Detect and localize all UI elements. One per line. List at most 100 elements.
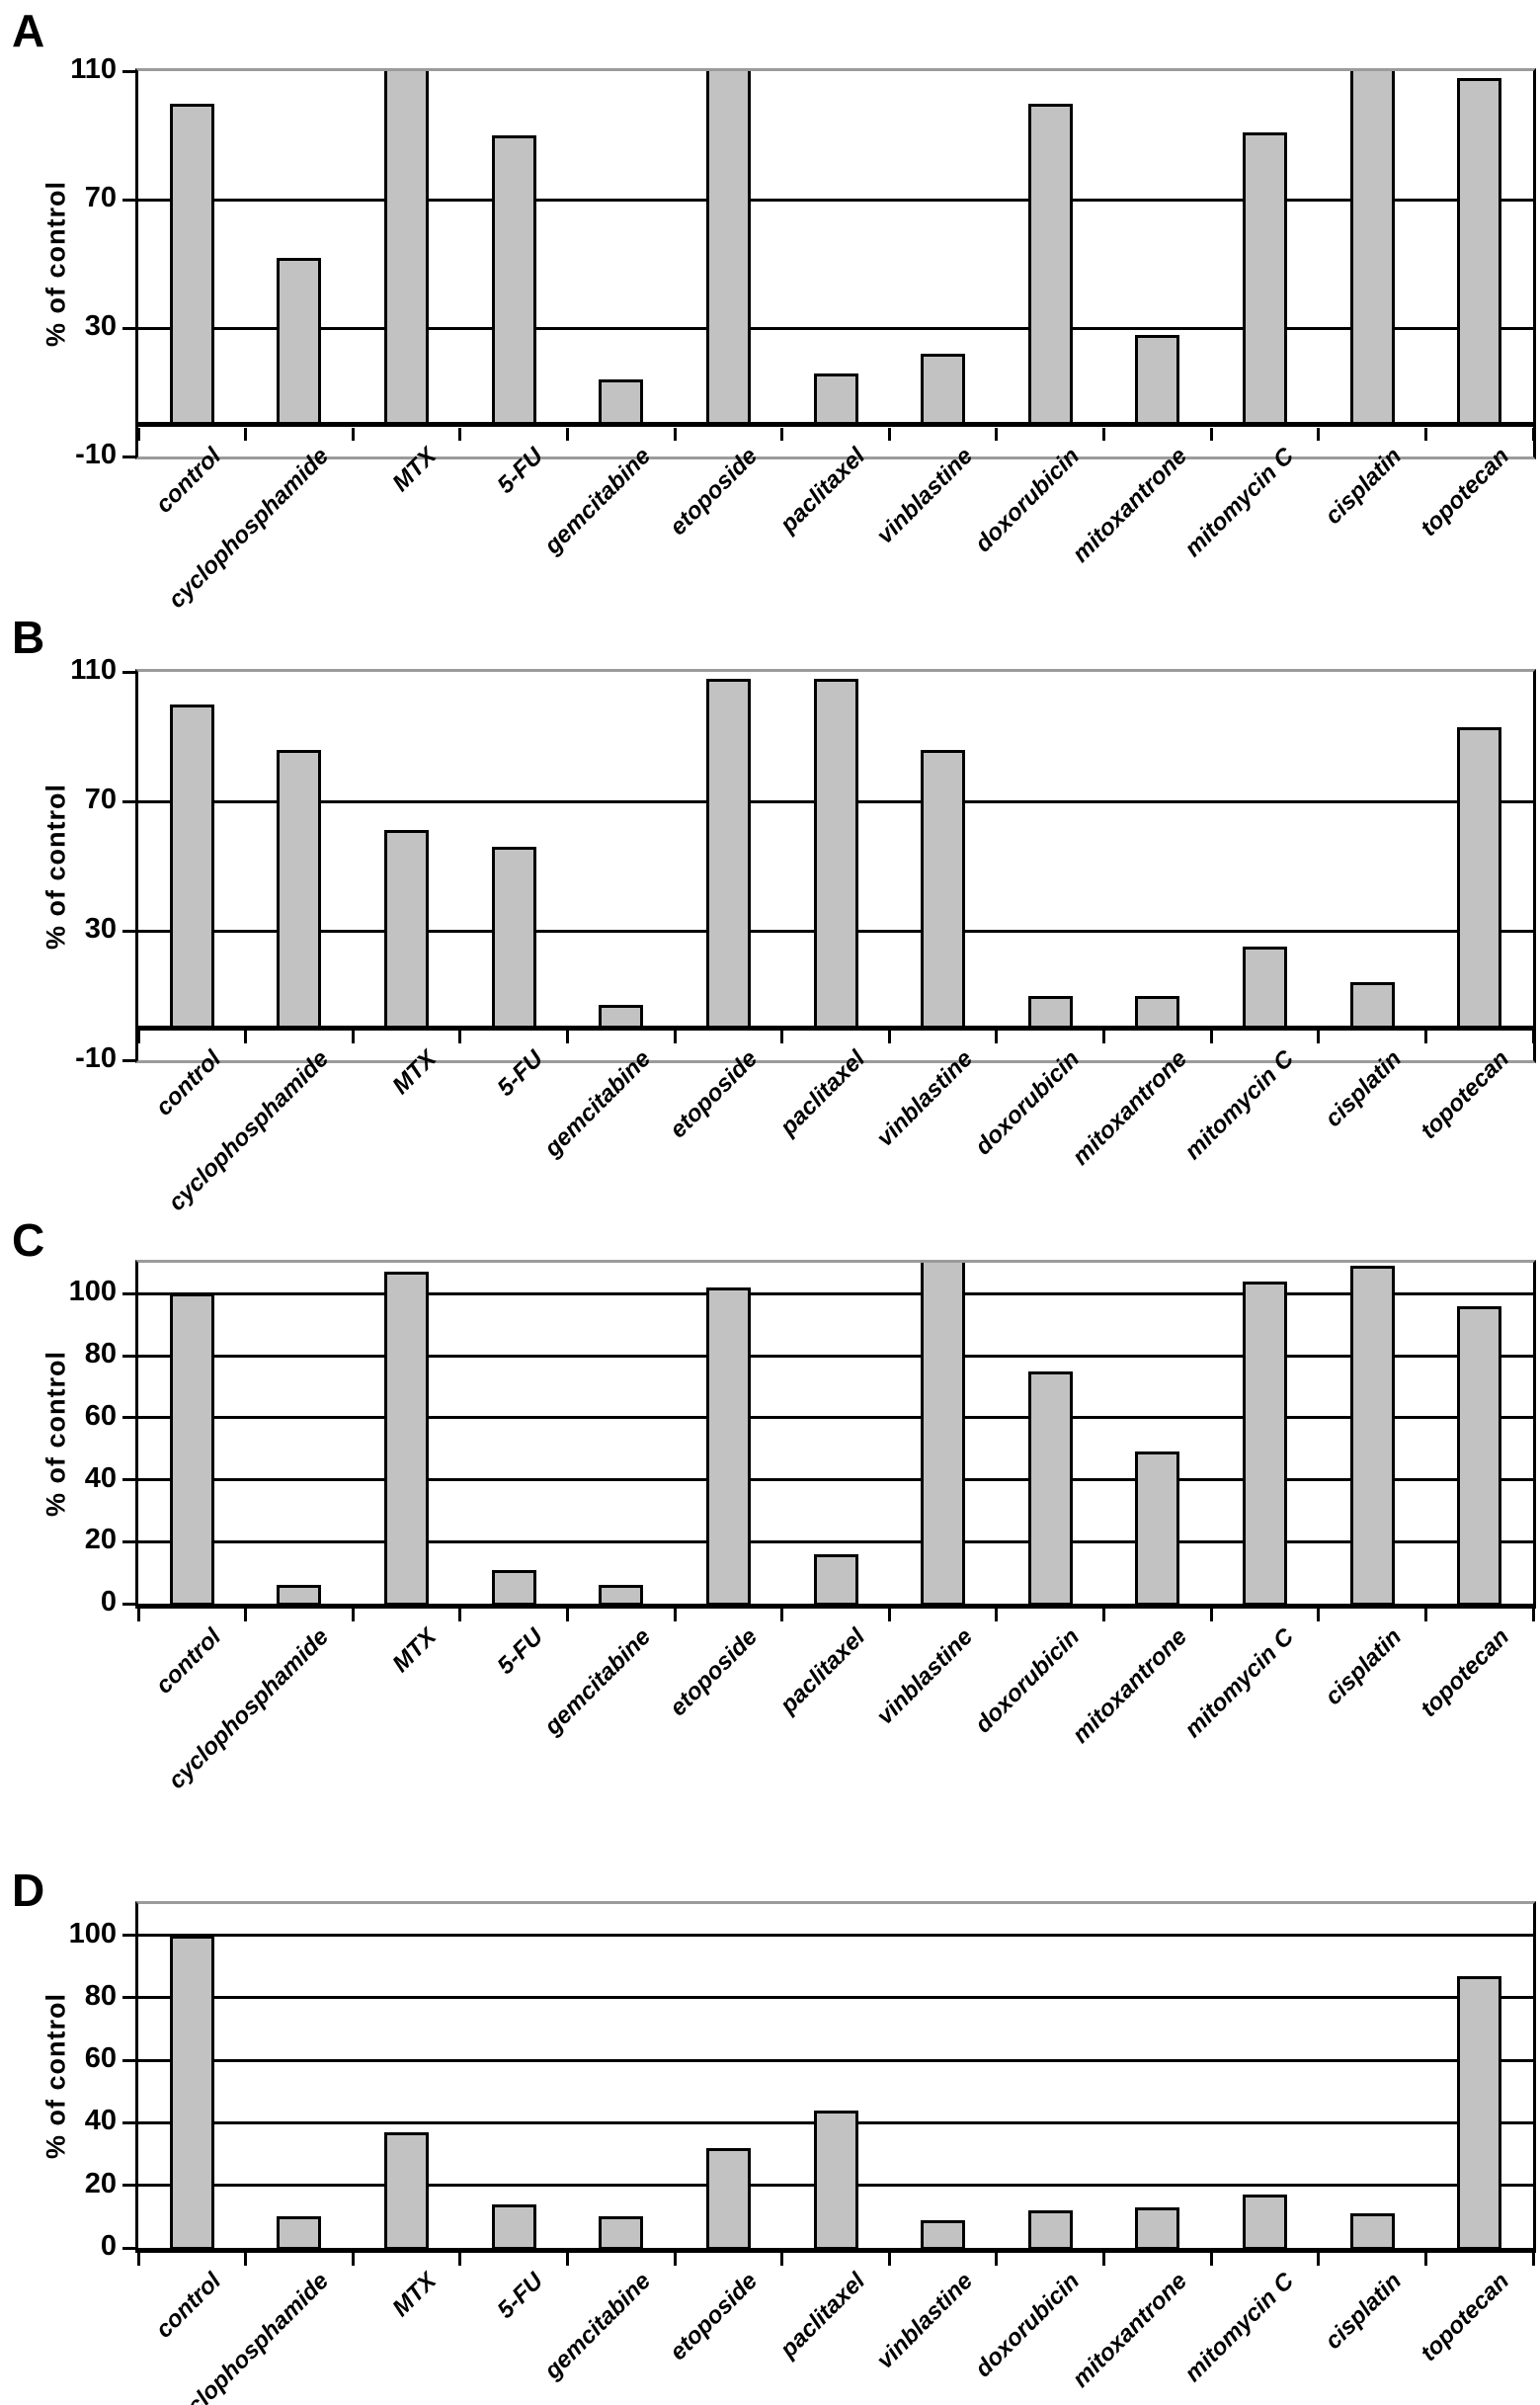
panel-b-y-tick-label-30: 30 bbox=[84, 913, 117, 945]
panel-d-bar-control bbox=[169, 1935, 214, 2248]
panel-b-y-tick--10 bbox=[122, 1058, 136, 1062]
panel-c-gridline-80 bbox=[138, 1354, 1533, 1358]
panel-d-category-tick-2 bbox=[351, 2253, 355, 2266]
panel-a-bar-etoposide bbox=[705, 71, 751, 427]
panel-b-bar-cisplatin bbox=[1349, 982, 1395, 1031]
panel-a-y-tick-label-30: 30 bbox=[84, 310, 117, 342]
panel-a-category-axis bbox=[138, 422, 1533, 427]
panel-d-y-tick-label-0: 0 bbox=[100, 2230, 117, 2262]
panel-c-y-tick-60 bbox=[122, 1416, 136, 1420]
panel-c-y-tick-40 bbox=[122, 1478, 136, 1482]
panel-b-bar-paclitaxel bbox=[813, 678, 858, 1031]
panel-c-y-tick-100 bbox=[122, 1291, 136, 1295]
panel-c-category-tick-3 bbox=[458, 1609, 462, 1621]
panel-d-plot-area bbox=[135, 1901, 1536, 2253]
panel-c-gridline-40 bbox=[138, 1478, 1533, 1482]
panel-d-y-tick-label-20: 20 bbox=[84, 2167, 117, 2199]
panel-c-category-tick-10 bbox=[1209, 1609, 1213, 1621]
panel-c-y-tick-label-0: 0 bbox=[100, 1586, 117, 1617]
panel-d-category-tick-13 bbox=[1531, 2253, 1535, 2266]
panel-c-y-tick-label-20: 20 bbox=[84, 1524, 117, 1556]
panel-c-y-tick-label-40: 40 bbox=[84, 1461, 117, 1494]
panel-c-category-tick-8 bbox=[995, 1609, 999, 1621]
panel-b-category-tick-3 bbox=[458, 1031, 462, 1044]
panel-a-category-tick-12 bbox=[1423, 427, 1427, 441]
panel-a-bar-mitomycin C bbox=[1242, 131, 1287, 427]
panel-c-category-tick-7 bbox=[887, 1609, 891, 1621]
panel-b-y-tick-label-70: 70 bbox=[84, 784, 117, 815]
panel-d-category-tick-3 bbox=[458, 2253, 462, 2266]
panel-c-plot-area bbox=[135, 1260, 1536, 1609]
panel-a-category-tick-3 bbox=[458, 427, 462, 441]
panel-a-category-tick-1 bbox=[244, 427, 248, 441]
panel-b-category-tick-7 bbox=[887, 1031, 891, 1044]
panel-b-bar-mitomycin C bbox=[1242, 947, 1287, 1031]
panel-d-gridline-100 bbox=[138, 1934, 1533, 1938]
panel-d-y-tick-label-60: 60 bbox=[84, 2042, 117, 2075]
panel-b-bar-topotecan bbox=[1457, 726, 1502, 1031]
panel-a-bar-topotecan bbox=[1457, 77, 1502, 427]
panel-c-gridline-60 bbox=[138, 1416, 1533, 1420]
panel-c-bar-etoposide bbox=[705, 1287, 751, 1604]
panel-a-bar-cyclophosphamide bbox=[277, 257, 322, 427]
panel-d-category-tick-0 bbox=[136, 2253, 140, 2266]
panel-a-bar-vinblastine bbox=[921, 354, 966, 427]
panel-a-category-tick-9 bbox=[1102, 427, 1106, 441]
panel-c-category-tick-13 bbox=[1531, 1609, 1535, 1621]
panel-b-category-tick-8 bbox=[995, 1031, 999, 1044]
panel-a-category-tick-8 bbox=[995, 427, 999, 441]
panel-c-category-tick-12 bbox=[1423, 1609, 1427, 1621]
panel-d-bar-cyclophosphamide bbox=[277, 2216, 322, 2248]
panel-d-category-tick-1 bbox=[244, 2253, 248, 2266]
panel-d-category-tick-5 bbox=[673, 2253, 677, 2266]
panel-d-bar-mitomycin C bbox=[1242, 2195, 1287, 2248]
panel-a-bar-gemcitabine bbox=[599, 379, 644, 427]
panel-b-category-tick-5 bbox=[673, 1031, 677, 1044]
panel-b-category-tick-9 bbox=[1102, 1031, 1106, 1044]
panel-d-y-tick-60 bbox=[122, 2058, 136, 2062]
panel-b-category-tick-11 bbox=[1317, 1031, 1321, 1044]
panel-a-y-tick--10 bbox=[122, 455, 136, 458]
panel-d-category-tick-9 bbox=[1102, 2253, 1106, 2266]
panel-d-bar-paclitaxel bbox=[813, 2110, 858, 2248]
panel-a-y-tick-label--10: -10 bbox=[75, 439, 117, 470]
panel-c-category-tick-11 bbox=[1317, 1609, 1321, 1621]
panel-d-bar-cisplatin bbox=[1349, 2213, 1395, 2248]
panel-a-plot-area bbox=[135, 68, 1536, 459]
panel-d-bar-gemcitabine bbox=[599, 2216, 644, 2248]
panel-d-category-tick-7 bbox=[887, 2253, 891, 2266]
panel-c-bar-MTX bbox=[384, 1272, 430, 1604]
panel-c-letter: C bbox=[12, 1214, 45, 1266]
panel-b-bar-vinblastine bbox=[921, 749, 966, 1031]
panel-b-y-tick-label--10: -10 bbox=[75, 1042, 117, 1074]
panel-a-category-tick-0 bbox=[136, 427, 140, 441]
panel-c-bar-mitomycin C bbox=[1242, 1281, 1287, 1604]
panel-c-y-tick-label-60: 60 bbox=[84, 1399, 117, 1432]
panel-d-bar-topotecan bbox=[1457, 1975, 1502, 2248]
panel-c-y-tick-label-80: 80 bbox=[84, 1338, 117, 1370]
panel-d-y-tick-label-80: 80 bbox=[84, 1979, 117, 2012]
panel-d-bar-etoposide bbox=[705, 2147, 751, 2248]
panel-b-letter: B bbox=[12, 612, 45, 663]
panel-a-category-tick-5 bbox=[673, 427, 677, 441]
panel-a-gridline-30 bbox=[138, 326, 1533, 330]
panel-c-category-tick-6 bbox=[780, 1609, 784, 1621]
panel-a-bar-mitoxantrone bbox=[1135, 334, 1180, 427]
panel-d-category-tick-10 bbox=[1209, 2253, 1213, 2266]
panel-d-category-label-cyclophosphamide: cyclophosphamide bbox=[163, 2268, 335, 2405]
panel-d-category-tick-4 bbox=[565, 2253, 569, 2266]
panel-d-bar-vinblastine bbox=[921, 2219, 966, 2248]
panel-a-category-tick-4 bbox=[565, 427, 569, 441]
panel-b-bar-5-FU bbox=[491, 846, 536, 1031]
panel-a-bar-control bbox=[169, 103, 214, 427]
panel-b-plot-area bbox=[135, 669, 1536, 1063]
panel-c-gridline-20 bbox=[138, 1539, 1533, 1543]
panel-a-y-tick-label-70: 70 bbox=[84, 182, 117, 213]
panel-c-bar-control bbox=[169, 1293, 214, 1604]
panel-c-bar-5-FU bbox=[491, 1569, 536, 1604]
panel-c-category-tick-0 bbox=[136, 1609, 140, 1621]
panel-b-category-tick-2 bbox=[351, 1031, 355, 1044]
panel-c-bar-paclitaxel bbox=[813, 1553, 858, 1604]
panel-c-bar-cisplatin bbox=[1349, 1266, 1395, 1604]
panel-d-bar-5-FU bbox=[491, 2203, 536, 2248]
